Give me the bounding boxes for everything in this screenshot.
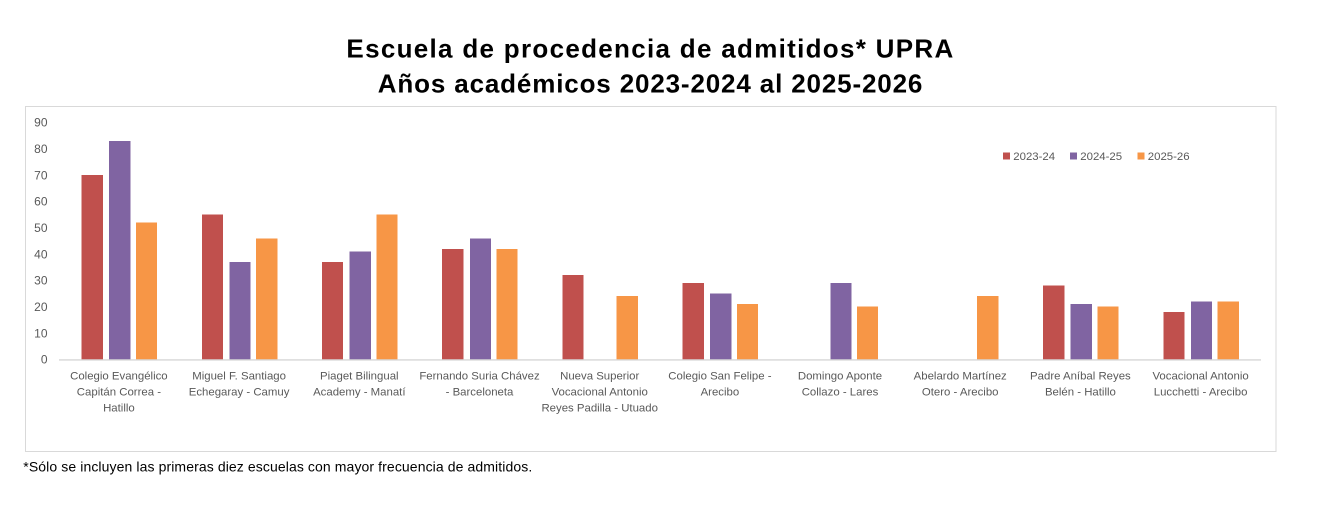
svg-text:70: 70: [34, 168, 48, 182]
svg-text:Fernando Suria Chávez: Fernando Suria Chávez: [419, 371, 540, 383]
svg-text:50: 50: [34, 221, 48, 235]
svg-text:*Sólo se incluyen las primeras: *Sólo se incluyen las primeras diez escu…: [23, 458, 532, 474]
svg-text:2025-26: 2025-26: [1148, 151, 1190, 163]
svg-text:Piaget Bilingual: Piaget Bilingual: [320, 371, 399, 383]
svg-text:Echegaray - Camuy: Echegaray - Camuy: [189, 387, 290, 399]
svg-text:0: 0: [41, 353, 48, 367]
svg-text:2023-24: 2023-24: [1013, 151, 1055, 163]
svg-text:Hatillo: Hatillo: [103, 403, 135, 415]
svg-text:90: 90: [34, 116, 48, 130]
svg-text:Academy - Manatí: Academy - Manatí: [313, 387, 406, 399]
svg-text:Capitán Correa -: Capitán Correa -: [77, 387, 161, 399]
svg-text:Nueva Superior: Nueva Superior: [560, 371, 639, 383]
svg-text:80: 80: [34, 142, 48, 156]
svg-text:Padre Aníbal Reyes: Padre Aníbal Reyes: [1030, 371, 1131, 383]
svg-text:Colegio San Felipe -: Colegio San Felipe -: [668, 371, 771, 383]
svg-text:2024-25: 2024-25: [1080, 151, 1122, 163]
svg-text:Escuela de procedencia de admi: Escuela de procedencia de admitidos* UPR…: [346, 34, 954, 64]
svg-text:Años académicos 2023-2024 al 2: Años académicos 2023-2024 al 2025-2026: [378, 69, 923, 99]
svg-text:Otero - Arecibo: Otero - Arecibo: [922, 387, 999, 399]
svg-text:Vocacional Antonio: Vocacional Antonio: [552, 387, 648, 399]
svg-text:Lucchetti - Arecibo: Lucchetti - Arecibo: [1154, 387, 1248, 399]
svg-text:Domingo Aponte: Domingo Aponte: [798, 371, 882, 383]
svg-text:- Barceloneta: - Barceloneta: [446, 387, 514, 399]
svg-text:Abelardo Martínez: Abelardo Martínez: [914, 371, 1007, 383]
svg-text:60: 60: [34, 195, 48, 209]
svg-text:Arecibo: Arecibo: [701, 387, 740, 399]
svg-text:Colegio Evangélico: Colegio Evangélico: [70, 371, 168, 383]
svg-text:40: 40: [34, 247, 48, 261]
svg-text:10: 10: [34, 326, 48, 340]
svg-text:Reyes Padilla - Utuado: Reyes Padilla - Utuado: [541, 403, 658, 415]
svg-text:Miguel F. Santiago: Miguel F. Santiago: [192, 371, 286, 383]
svg-text:20: 20: [34, 300, 48, 314]
svg-text:Belén - Hatillo: Belén - Hatillo: [1045, 387, 1116, 399]
svg-text:30: 30: [34, 274, 48, 288]
svg-text:Vocacional Antonio: Vocacional Antonio: [1152, 371, 1248, 383]
svg-text:Collazo - Lares: Collazo - Lares: [802, 387, 879, 399]
